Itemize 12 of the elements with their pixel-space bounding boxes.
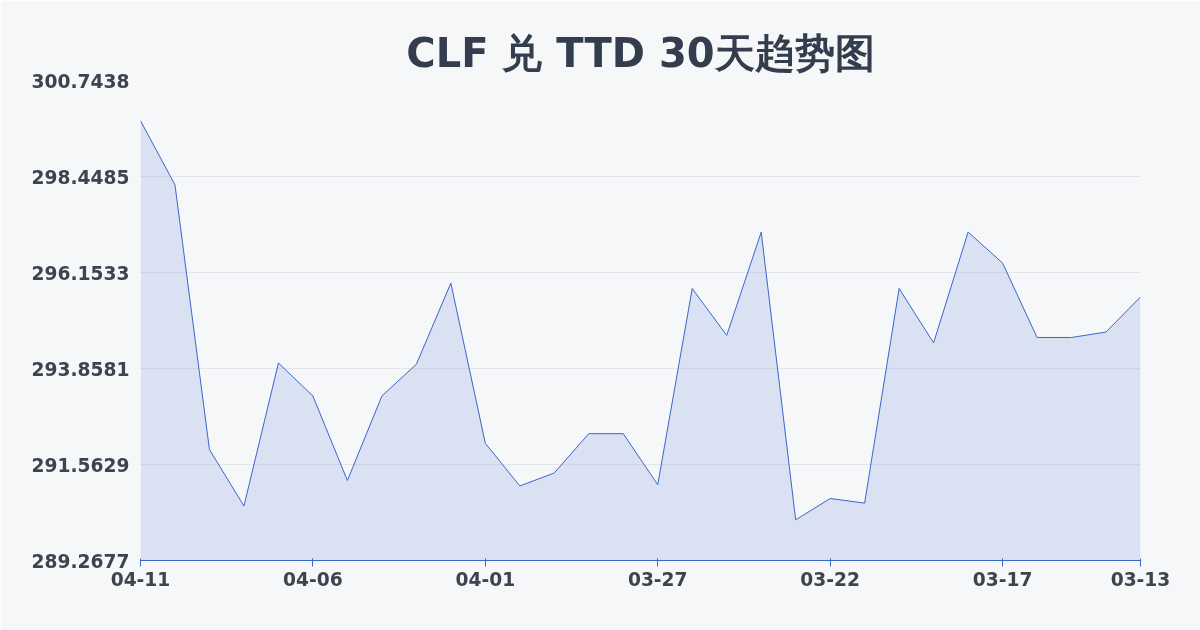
- x-tick-label: 03-22: [800, 568, 860, 590]
- x-tick-label: 03-17: [972, 568, 1033, 590]
- x-tick-label: 03-27: [627, 568, 688, 590]
- y-tick-label: 293.8581: [31, 358, 130, 380]
- y-tick-label: 298.4485: [31, 166, 130, 188]
- y-tick-label: 300.7438: [31, 70, 130, 92]
- x-tick-label: 04-01: [455, 568, 516, 590]
- x-tick-label: 04-06: [283, 568, 343, 590]
- y-tick-label: 291.5629: [31, 454, 130, 476]
- y-tick-label: 296.1533: [31, 262, 130, 284]
- chart-title: CLF 兑 TTD 30天趋势图: [406, 29, 875, 76]
- x-tick-label: 03-13: [1110, 568, 1171, 590]
